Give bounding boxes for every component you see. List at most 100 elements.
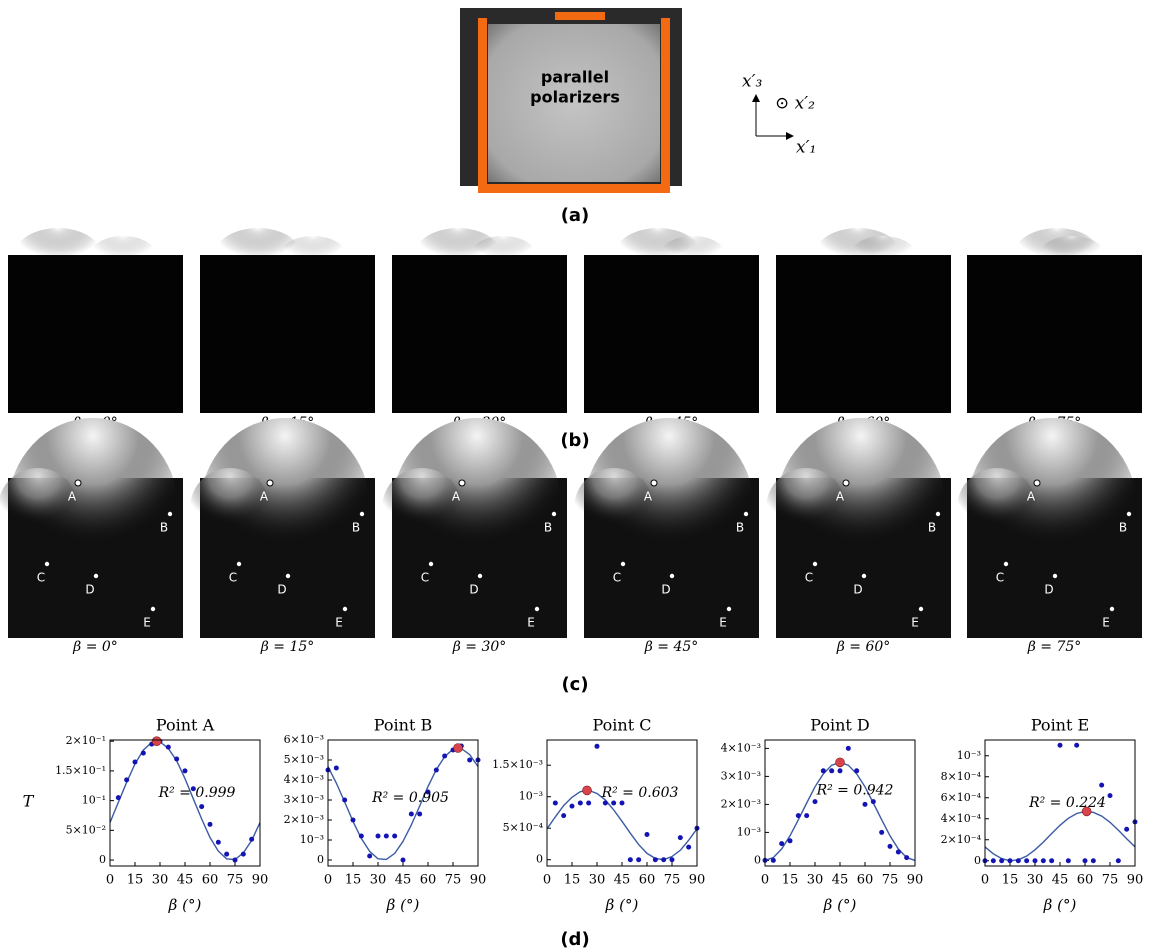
y-tick-label: 0 — [536, 853, 543, 866]
x-tick-label: 30 — [370, 873, 387, 888]
y-tick-label: 4×10⁻³ — [284, 773, 324, 786]
glow — [88, 236, 158, 280]
data-point — [1074, 743, 1079, 748]
x-tick-label: 15 — [1002, 873, 1019, 888]
point-marker — [936, 512, 940, 516]
bright-region — [382, 468, 462, 548]
point-label: C — [229, 571, 237, 585]
fit-line — [765, 762, 915, 860]
x-axis-label: β (°) — [823, 896, 857, 914]
axis-label: ⊙ x′₂ — [775, 94, 815, 114]
y-tick-label: 10⁻³ — [519, 790, 543, 803]
data-point — [670, 857, 675, 862]
data-point — [1049, 858, 1054, 863]
panel-label: (c) — [561, 674, 588, 695]
point-label: D — [1044, 583, 1053, 597]
data-point — [401, 858, 406, 863]
data-point — [686, 845, 691, 850]
data-point — [1024, 858, 1029, 863]
data-point — [645, 832, 650, 837]
x-axis-label: β (°) — [386, 896, 420, 914]
data-point — [334, 766, 339, 771]
point-marker — [1034, 480, 1040, 486]
data-point — [595, 744, 600, 749]
chart-title: Point E — [1031, 716, 1089, 735]
data-point — [570, 804, 575, 809]
caption: β = 30° — [452, 639, 507, 655]
data-point — [1083, 858, 1088, 863]
data-point — [888, 844, 893, 849]
point-label: B — [160, 521, 168, 535]
data-point — [838, 768, 843, 773]
annotation: R² = 0.999 — [158, 785, 236, 801]
point-label: A — [452, 490, 461, 504]
annotation: R² = 0.942 — [816, 782, 894, 798]
y-tick-label: 5×10⁻⁴ — [503, 821, 544, 834]
frame — [478, 184, 670, 193]
caption: β = 45° — [644, 639, 699, 655]
x-tick-label: 90 — [907, 873, 924, 888]
chart-title: Point A — [156, 716, 215, 735]
point-label: B — [928, 521, 936, 535]
y-tick-label: 4×10⁻³ — [721, 741, 761, 754]
data-point — [999, 858, 1004, 863]
data-point — [661, 857, 666, 862]
data-point — [442, 754, 447, 759]
point-marker — [670, 574, 674, 578]
x-tick-label: 45 — [614, 873, 631, 888]
data-point — [829, 768, 834, 773]
data-point — [384, 834, 389, 839]
caption: β = 60° — [836, 639, 891, 655]
data-point — [241, 852, 246, 857]
data-point — [1008, 858, 1013, 863]
y-tick-label: 3×10⁻³ — [284, 793, 324, 806]
point-label: D — [85, 583, 94, 597]
point-label: E — [1102, 616, 1110, 630]
data-point — [603, 801, 608, 806]
x-tick-label: 15 — [564, 873, 581, 888]
x-axis-label: β (°) — [168, 896, 202, 914]
x-tick-label: 60 — [202, 873, 219, 888]
peak-point — [454, 744, 463, 753]
x-tick-label: 0 — [761, 873, 769, 888]
data-point — [678, 835, 683, 840]
annotation: R² = 0.905 — [371, 790, 449, 806]
glow — [1037, 236, 1107, 280]
x-tick-label: 30 — [807, 873, 824, 888]
fit-line — [985, 811, 1135, 860]
data-point — [611, 801, 616, 806]
point-label: C — [37, 571, 45, 585]
point-marker — [286, 574, 290, 578]
x-tick-label: 60 — [639, 873, 656, 888]
data-point — [141, 751, 146, 756]
y-tick-label: 6×10⁻⁴ — [941, 791, 982, 804]
frame — [478, 18, 487, 193]
caption: β = 15° — [260, 639, 315, 655]
data-point — [553, 801, 558, 806]
point-label: B — [736, 521, 744, 535]
point-label: B — [1119, 521, 1127, 535]
point-marker — [1004, 562, 1008, 566]
data-point — [208, 822, 213, 827]
x-tick-label: 75 — [1102, 873, 1119, 888]
point-label: B — [544, 521, 552, 535]
x-tick-label: 45 — [832, 873, 849, 888]
peak-point — [583, 786, 592, 795]
annotation: R² = 0.603 — [601, 785, 679, 801]
point-label: B — [352, 521, 360, 535]
x-tick-label: 15 — [782, 873, 799, 888]
y-tick-label: 4×10⁻⁴ — [941, 812, 982, 825]
frame — [555, 12, 605, 20]
data-point — [1066, 858, 1071, 863]
data-point — [863, 802, 868, 807]
data-point — [846, 746, 851, 751]
data-point — [796, 813, 801, 818]
point-marker — [360, 512, 364, 516]
x-tick-label: 75 — [664, 873, 681, 888]
point-marker — [151, 607, 155, 611]
data-point — [1033, 858, 1038, 863]
arrow-head — [786, 132, 794, 140]
x-tick-label: 60 — [420, 873, 437, 888]
data-point — [620, 801, 625, 806]
point-label: E — [911, 616, 919, 630]
